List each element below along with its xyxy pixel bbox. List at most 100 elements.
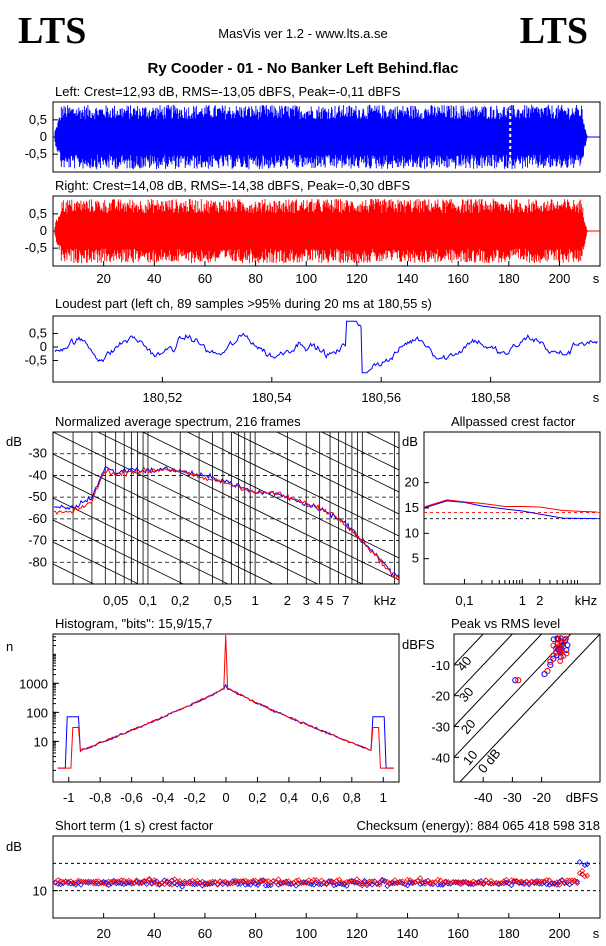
pvr-point-right-x6 xyxy=(563,635,569,642)
stcrest-point-1-74 xyxy=(237,878,244,885)
spectrum-xlabel-4: 1 xyxy=(252,593,259,608)
app-title: MasVis ver 1.2 - www.lts.a.se xyxy=(218,26,388,41)
waveform-xlabel-7: 160 xyxy=(447,271,469,286)
pvr-xlabel-0: -40 xyxy=(474,790,493,805)
stcrest-point-1-116 xyxy=(343,879,350,885)
waveform-xlabel-9: 200 xyxy=(549,271,571,286)
stcrest-point-1-40 xyxy=(151,877,158,883)
spectrum-line-right xyxy=(53,466,399,580)
stcrest-point-1-195 xyxy=(543,877,550,883)
stcrest-point-1-26 xyxy=(115,878,122,885)
spectrum-grid xyxy=(53,432,399,584)
loudest-xlabel-0: 180,52 xyxy=(143,390,183,405)
stcrest-point-1-41 xyxy=(153,881,160,887)
loudest-xlabel-2: 180,56 xyxy=(361,390,401,405)
spectrum-diag-8 xyxy=(320,432,399,471)
pvr-ylabel-3: -40 xyxy=(431,750,450,765)
spectrum-diag-19 xyxy=(53,541,140,584)
stcrest-point-1-29 xyxy=(123,879,130,885)
pvr-point-right-x10 xyxy=(554,640,561,646)
stcrest-point-1-179 xyxy=(503,876,510,883)
pvr-xunit: dBFS xyxy=(566,790,599,805)
logo-right: LTS xyxy=(519,10,588,52)
stcrest-point-1-67 xyxy=(219,879,226,885)
stcrest-point-1-25 xyxy=(113,878,120,885)
histogram-xlabel-4: -0,2 xyxy=(183,790,205,805)
spectrum-xunit: kHz xyxy=(374,593,396,608)
stcrest-point-1-78 xyxy=(247,879,254,885)
stcrest-point-1-176 xyxy=(495,880,502,887)
stcrest-point-1-20 xyxy=(100,880,107,886)
spectrum-diag-14 xyxy=(53,432,364,584)
waveform-title-1: Right: Crest=14,08 dB, RMS=-14,38 dBFS, … xyxy=(55,178,410,193)
pvr-xlabel-1: -30 xyxy=(503,790,522,805)
stcrest-point-1-143 xyxy=(412,879,418,886)
stcrest-point-1-153 xyxy=(437,877,444,884)
pvr-diag-3 xyxy=(454,634,572,759)
stcrest-point-1-3 xyxy=(57,878,64,884)
histogram-xlabel-7: 0,4 xyxy=(280,790,298,805)
crest-xlabel-1: 1 xyxy=(519,593,526,608)
pvr-diag-0 xyxy=(454,634,484,666)
stcrest-point-0-52 xyxy=(181,880,188,887)
loudest-frame xyxy=(52,315,601,383)
waveform-ylabel-0-1: 0 xyxy=(40,129,47,144)
waveform-ylabel-0-0: 0,5 xyxy=(29,112,47,127)
spectrum-diag-18 xyxy=(53,519,185,584)
stcrest-xlabel-3: 80 xyxy=(248,926,262,941)
crest-xlabel-2: 2 xyxy=(536,593,543,608)
stcrest-point-1-98 xyxy=(298,879,305,886)
pvr-frame xyxy=(453,633,601,783)
stcrest-xunit: s xyxy=(593,926,600,941)
pvr-point-left-1 xyxy=(541,670,548,678)
stcrest-point-1-207 xyxy=(574,880,581,886)
pvr-point-right-x8 xyxy=(550,642,557,649)
waveform-ylabel-1-0: 0,5 xyxy=(29,206,47,221)
stcrest-point-1-4 xyxy=(60,879,66,885)
stcrest-point-1-82 xyxy=(257,877,264,884)
spectrum-diag-15 xyxy=(53,453,319,584)
stcrest-point-1-7 xyxy=(67,878,74,884)
histogram-xlabel-5: 0 xyxy=(222,790,229,805)
stcrest-point-0-120 xyxy=(354,879,360,886)
stcrest-point-1-122 xyxy=(359,882,365,889)
stcrest-point-0-116 xyxy=(343,883,350,889)
stcrest-point-1-100 xyxy=(303,880,310,886)
histogram-xlabel-10: 1 xyxy=(380,790,387,805)
stcrest-point-1-91 xyxy=(280,879,287,886)
stcrest-point-1-184 xyxy=(516,879,522,886)
spectrum-ylabel-2: -50 xyxy=(28,489,47,504)
stcrest-point-0-142 xyxy=(409,880,416,887)
waveform-ylabel-1-1: 0 xyxy=(40,223,47,238)
pvr-xlabel-2: -20 xyxy=(532,790,551,805)
stcrest-point-1-125 xyxy=(366,878,373,885)
crest-title: Allpassed crest factor xyxy=(451,414,576,429)
pvr-diag-1 xyxy=(454,634,514,697)
stcrest-point-1-13 xyxy=(83,878,89,885)
stcrest-point-1-18 xyxy=(95,878,102,884)
stcrest-point-1-76 xyxy=(242,877,249,884)
stcrest-point-0-123 xyxy=(361,877,368,884)
stcrest-point-0-90 xyxy=(278,881,284,887)
stcrest-point-1-126 xyxy=(369,878,375,885)
stcrest-point-1-149 xyxy=(427,879,434,886)
pvr-point-right-x11 xyxy=(558,650,564,656)
stcrest-point-1-205 xyxy=(569,877,575,884)
spectrum-ylabel-5: -80 xyxy=(28,554,47,569)
pvr-point-right-1 xyxy=(544,667,551,675)
pvr-diagonals xyxy=(454,634,600,782)
stcrest-point-0-109 xyxy=(326,878,332,884)
pvr-point-right-0 xyxy=(515,677,522,684)
stcrest-point-1-47 xyxy=(169,881,175,888)
stcrest-point-1-43 xyxy=(159,880,165,886)
waveform-xlabel-2: 60 xyxy=(198,271,212,286)
loudest-xunit: s xyxy=(593,390,600,405)
stcrest-ylabel-0: 10 xyxy=(33,884,47,899)
stcrest-point-1-155 xyxy=(442,878,449,885)
stcrest-point-1-186 xyxy=(521,879,527,886)
stcrest-point-1-164 xyxy=(465,879,472,886)
crest-ylabel-1: 15 xyxy=(405,500,419,515)
spectrum-xlabel-5: 2 xyxy=(284,593,291,608)
stcrest-point-0-84 xyxy=(262,882,269,889)
